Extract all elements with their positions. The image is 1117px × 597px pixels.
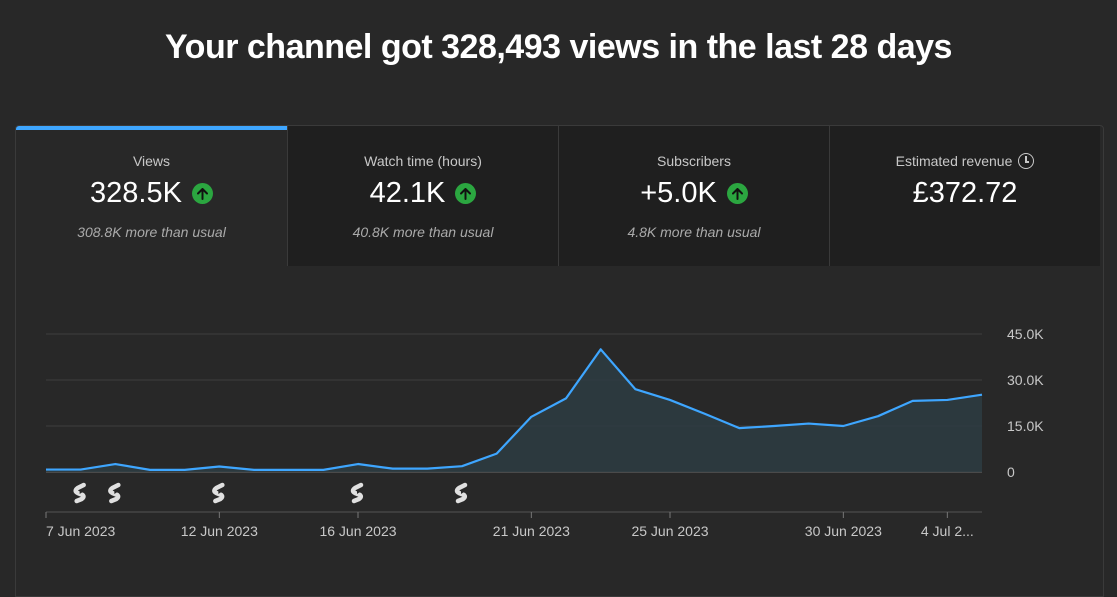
metric-tabs: Views 328.5K 308.8K more than usual Watc… bbox=[16, 126, 1103, 266]
shorts-icon[interactable] bbox=[350, 482, 364, 504]
shorts-icon[interactable] bbox=[212, 482, 225, 504]
tab-watch-time[interactable]: Watch time (hours) 42.1K 40.8K more than… bbox=[287, 126, 558, 266]
x-tick-label: 7 Jun 2023 bbox=[46, 523, 115, 539]
y-tick-label: 0 bbox=[1007, 464, 1015, 480]
y-tick-label: 15.0K bbox=[1007, 418, 1044, 434]
tab-note: 4.8K more than usual bbox=[627, 224, 761, 240]
page-title: Your channel got 328,493 views in the la… bbox=[165, 28, 952, 66]
tab-note: 40.8K more than usual bbox=[352, 224, 494, 240]
tab-views[interactable]: Views 328.5K 308.8K more than usual bbox=[16, 126, 287, 266]
analytics-card: Views 328.5K 308.8K more than usual Watc… bbox=[15, 125, 1104, 597]
series-line bbox=[46, 348, 983, 471]
arrow-up-icon bbox=[191, 183, 213, 204]
tab-label: Views bbox=[132, 153, 171, 169]
tab-value: 42.1K bbox=[369, 177, 446, 209]
tab-value: £372.72 bbox=[912, 177, 1018, 209]
tab-estimated-revenue[interactable]: Estimated revenue £372.72 bbox=[829, 126, 1100, 266]
tab-label: Watch time (hours) bbox=[364, 153, 482, 169]
tab-subscribers[interactable]: Subscribers +5.0K 4.8K more than usual bbox=[558, 126, 829, 266]
x-tick-label: 30 Jun 2023 bbox=[805, 523, 882, 539]
arrow-up-icon bbox=[726, 183, 748, 204]
shorts-icon[interactable] bbox=[454, 482, 468, 504]
tab-label: Estimated revenue bbox=[895, 153, 1013, 169]
views-chart: 0 15.0K 30.0K 45.0K 7 Jun 2023 12 Jun 2023 16 … bbox=[45, 326, 1044, 539]
shorts-icon[interactable] bbox=[108, 482, 121, 504]
y-tick-label: 45.0K bbox=[1007, 326, 1044, 342]
tab-value: +5.0K bbox=[640, 177, 717, 209]
shorts-icon[interactable] bbox=[73, 482, 86, 504]
arrow-up-icon bbox=[455, 183, 477, 204]
y-tick-label: 30.0K bbox=[1007, 372, 1044, 388]
x-tick-label: 4 Jul 2... bbox=[921, 523, 974, 539]
x-tick-label: 12 Jun 2023 bbox=[181, 523, 258, 539]
x-tick-label: 25 Jun 2023 bbox=[631, 523, 708, 539]
x-tick-label: 21 Jun 2023 bbox=[493, 523, 570, 539]
tab-label: Subscribers bbox=[657, 153, 731, 169]
tab-value: 328.5K bbox=[90, 177, 182, 209]
tab-note: 308.8K more than usual bbox=[77, 224, 226, 240]
series-area bbox=[46, 349, 982, 472]
x-tick-label: 16 Jun 2023 bbox=[319, 523, 396, 539]
clock-icon[interactable] bbox=[1018, 153, 1035, 169]
